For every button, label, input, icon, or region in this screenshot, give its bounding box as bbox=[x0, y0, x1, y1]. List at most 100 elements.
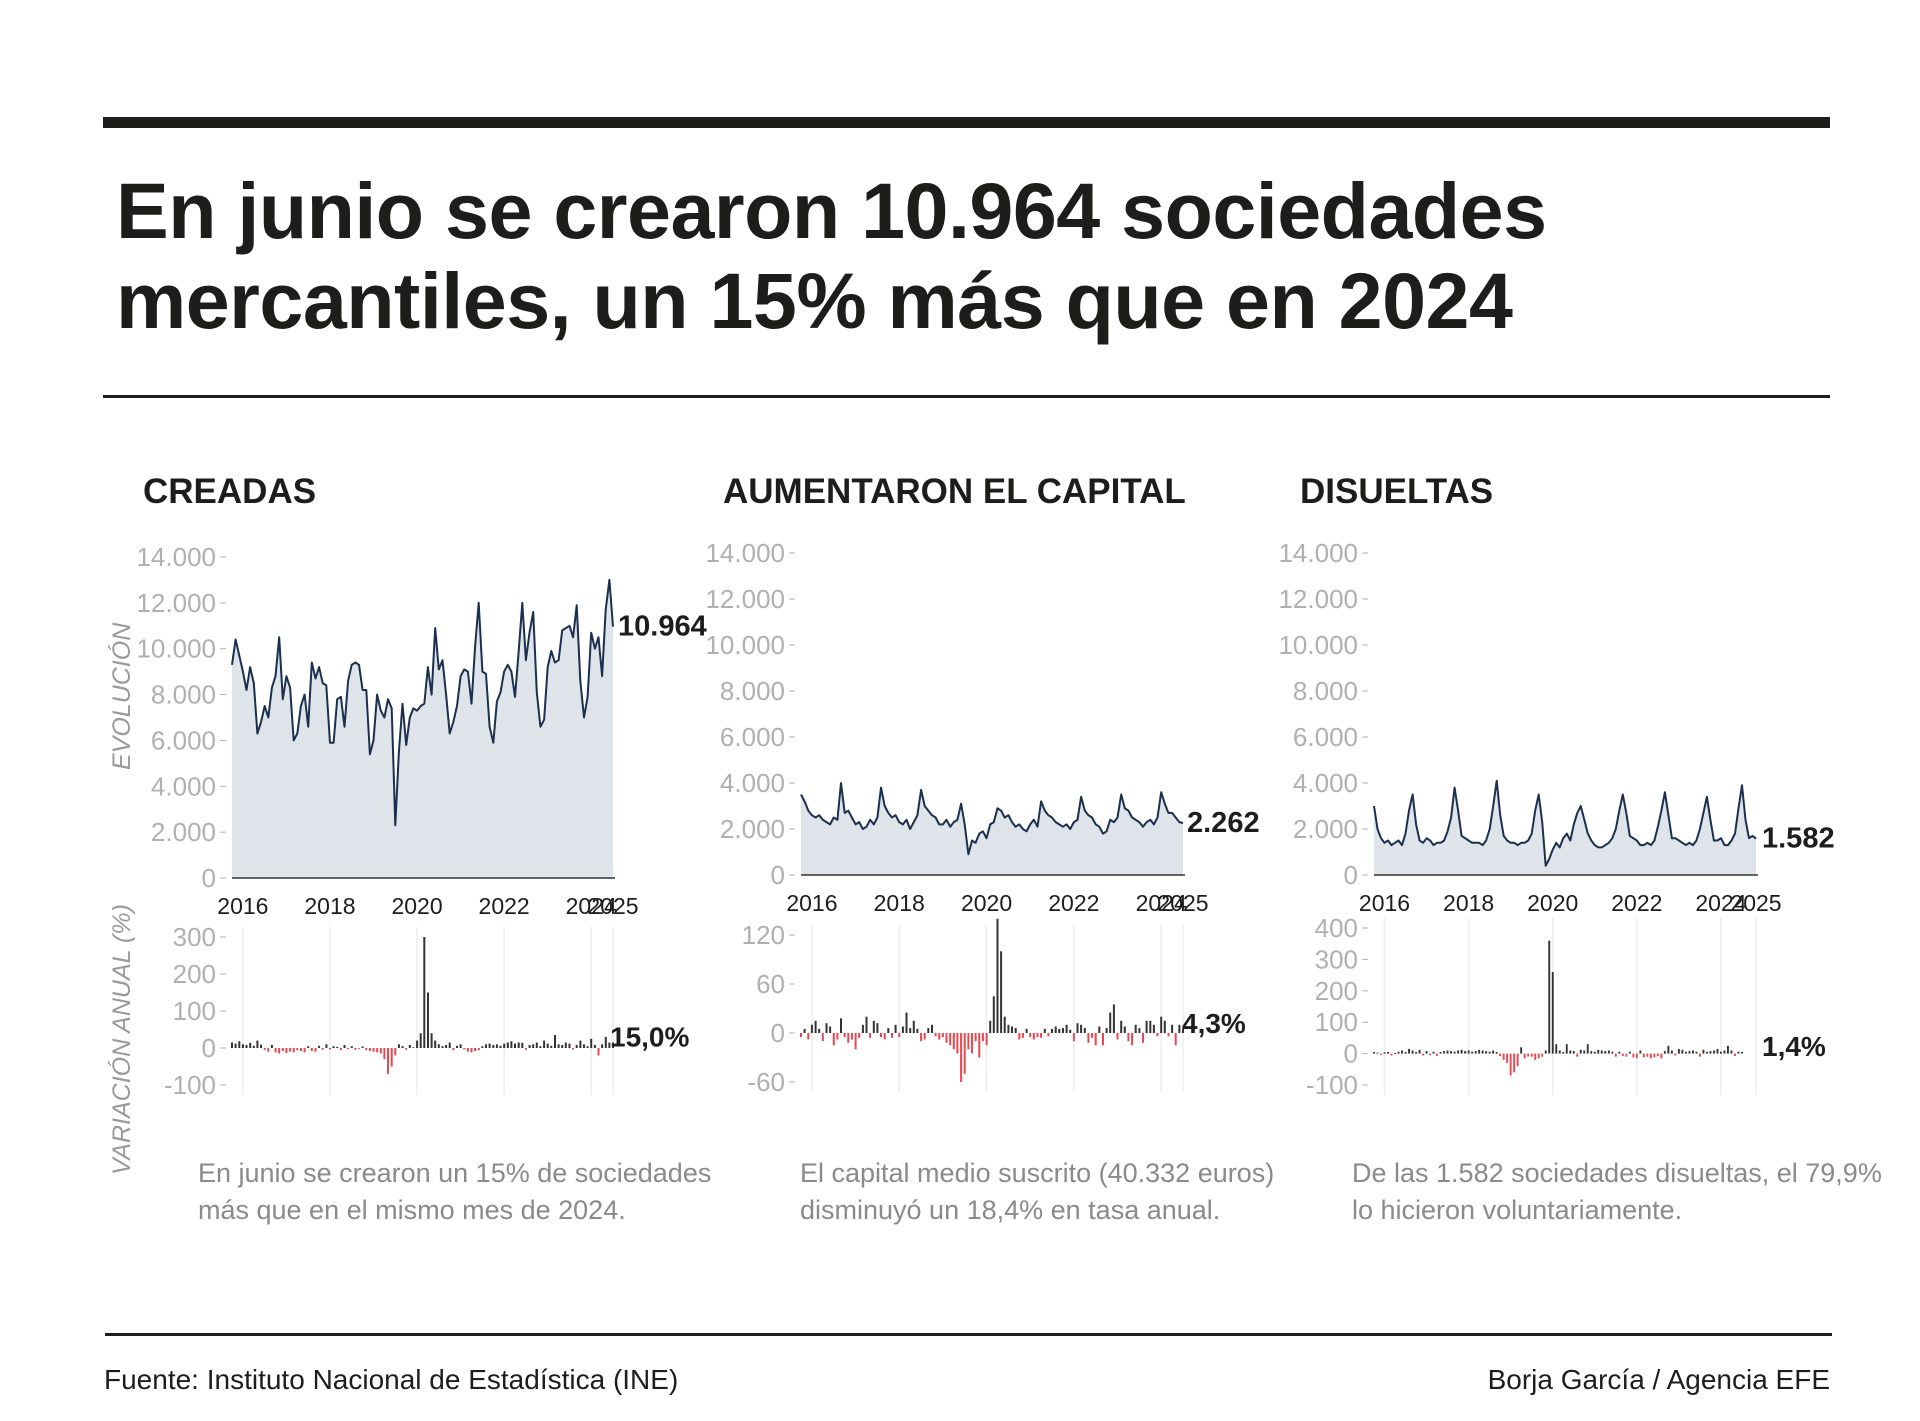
variation-bar bbox=[1625, 1053, 1628, 1057]
variation-bar bbox=[318, 1045, 321, 1048]
variation-bar bbox=[1520, 1047, 1523, 1054]
variation-bar bbox=[1094, 1033, 1097, 1046]
title-divider bbox=[103, 395, 1830, 398]
variation-bar bbox=[1072, 1033, 1075, 1042]
variation-bar bbox=[281, 1048, 284, 1051]
y-tick-label: 10.000 bbox=[136, 634, 216, 664]
variation-bar bbox=[245, 1045, 248, 1048]
variation-bar bbox=[927, 1028, 930, 1033]
source-text: Fuente: Instituto Nacional de Estadístic… bbox=[104, 1364, 679, 1395]
variation-bar bbox=[1649, 1053, 1652, 1059]
variation-bar bbox=[390, 1048, 393, 1067]
chart-creadas: 0 2.000 4.000 6.000 8.000 10.000 12.000 14.000 2… bbox=[136, 542, 706, 1100]
variation-bar bbox=[383, 1048, 386, 1060]
variation-bar bbox=[456, 1045, 458, 1048]
variation-bar bbox=[854, 1033, 857, 1050]
variation-bar bbox=[405, 1048, 408, 1050]
variation-bar bbox=[256, 1040, 259, 1048]
variation-bar bbox=[474, 1048, 477, 1051]
variation-bar bbox=[1011, 1026, 1013, 1033]
variation-bar bbox=[1397, 1051, 1400, 1054]
variation-bar bbox=[521, 1042, 524, 1048]
variation-bar bbox=[1607, 1050, 1610, 1054]
variation-bar bbox=[1572, 1051, 1575, 1054]
variation-bar bbox=[1485, 1051, 1488, 1054]
variation-bar bbox=[916, 1028, 919, 1033]
page-title: En junio se crearon 10.964 sociedades me… bbox=[116, 166, 1547, 345]
variation-bar bbox=[1112, 1004, 1115, 1033]
variation-bar bbox=[1401, 1050, 1403, 1054]
variation-bar bbox=[923, 1033, 926, 1040]
variation-bar bbox=[1145, 1020, 1148, 1034]
variation-bar bbox=[1047, 1033, 1050, 1037]
variation-bar bbox=[989, 1020, 992, 1034]
variation-bar bbox=[481, 1046, 484, 1048]
y-tick-label: 0 bbox=[771, 860, 785, 890]
variation-bar bbox=[1460, 1049, 1463, 1054]
variation-bar bbox=[554, 1035, 556, 1048]
note-capital-line1: El capital medio suscrito (40.332 euros) bbox=[800, 1158, 1275, 1188]
y-tick-label: 0 bbox=[1344, 1039, 1358, 1069]
variation-bar bbox=[1737, 1051, 1740, 1054]
variation-bar bbox=[1422, 1053, 1424, 1056]
variation-bar bbox=[978, 1033, 981, 1058]
variation-bar bbox=[1120, 1020, 1123, 1034]
footer-rule bbox=[105, 1333, 1832, 1336]
variation-bar bbox=[1471, 1051, 1474, 1054]
variation-bar bbox=[1404, 1052, 1407, 1054]
x-tick-label: 2020 bbox=[391, 893, 442, 919]
variation-bar bbox=[1576, 1053, 1579, 1057]
variation-bar bbox=[1131, 1033, 1134, 1046]
variation-bar bbox=[992, 996, 995, 1034]
variation-bar bbox=[459, 1044, 462, 1048]
y-tick-label: 10.000 bbox=[1278, 630, 1358, 660]
variation-bar bbox=[608, 1042, 611, 1048]
variation-bar bbox=[1425, 1051, 1428, 1054]
variation-bar bbox=[296, 1048, 299, 1051]
variation-bar bbox=[1457, 1050, 1460, 1054]
y-tick-label: 10.000 bbox=[705, 630, 785, 660]
variation-bar bbox=[1695, 1051, 1698, 1054]
variation-bar bbox=[1127, 1033, 1130, 1042]
variation-bar bbox=[1688, 1051, 1691, 1054]
variation-bar bbox=[1091, 1033, 1094, 1038]
variation-bar bbox=[1464, 1051, 1467, 1054]
variation-bar bbox=[1109, 1012, 1112, 1033]
variation-bar bbox=[967, 1033, 970, 1050]
variation-bar bbox=[252, 1045, 255, 1048]
x-tick-label: 2016 bbox=[1359, 890, 1410, 916]
variation-bar bbox=[1593, 1051, 1596, 1054]
variation-bar bbox=[1530, 1053, 1533, 1057]
variation-bar bbox=[1523, 1053, 1526, 1059]
variation-bar bbox=[1488, 1051, 1491, 1054]
variation-bar bbox=[1513, 1053, 1516, 1073]
variation-bar bbox=[434, 1040, 437, 1048]
variation-bar bbox=[1541, 1053, 1544, 1057]
x-tick-label: 2025 bbox=[1157, 890, 1208, 916]
variation-bar bbox=[1076, 1023, 1079, 1033]
variation-bar bbox=[905, 1012, 908, 1033]
y-tick-label: 100 bbox=[173, 996, 216, 1026]
variation-bar bbox=[1653, 1053, 1656, 1058]
panel-title-capital: AUMENTARON EL CAPITAL bbox=[723, 472, 1186, 511]
variation-bar bbox=[1716, 1048, 1719, 1054]
variation-bar bbox=[1182, 1028, 1184, 1033]
variation-bar bbox=[368, 1048, 371, 1051]
variation-bar bbox=[1167, 1033, 1170, 1037]
y-tick-label: 200 bbox=[173, 959, 216, 989]
variation-bar bbox=[971, 1033, 973, 1054]
variation-bar bbox=[238, 1041, 241, 1048]
y-tick-label: 0 bbox=[771, 1018, 785, 1048]
variation-bar bbox=[354, 1048, 357, 1050]
y-tick-label: 14.000 bbox=[705, 538, 785, 568]
chart-disueltas: 0 2.000 4.000 6.000 8.000 10.000 12.000 14.000 2… bbox=[1278, 538, 1834, 1100]
variation-bar bbox=[1439, 1052, 1442, 1054]
y-tick-label: -60 bbox=[747, 1067, 785, 1097]
variation-bar bbox=[1502, 1053, 1505, 1060]
variation-bar bbox=[1040, 1033, 1043, 1038]
variation-bar bbox=[593, 1045, 596, 1048]
x-tick-label: 2016 bbox=[217, 893, 268, 919]
variation-bar bbox=[241, 1044, 244, 1048]
variation-bar bbox=[1380, 1053, 1382, 1055]
